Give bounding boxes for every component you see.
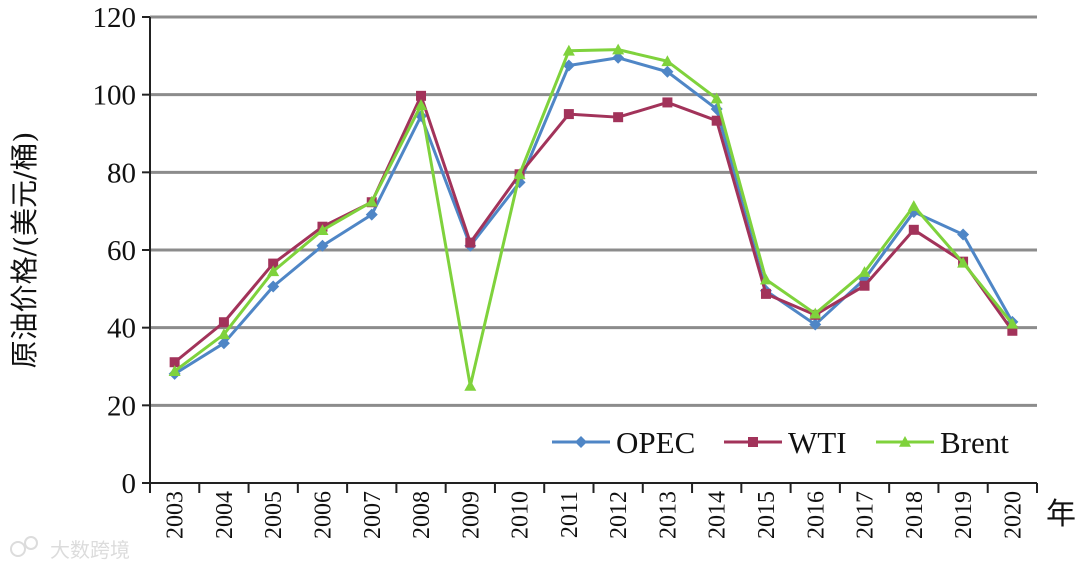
- data-point-brent: [661, 55, 674, 67]
- x-tick-label: 2015: [754, 491, 780, 539]
- data-point-brent: [858, 266, 871, 277]
- data-point-wti: [613, 112, 624, 123]
- legend-marker-wti: [748, 437, 758, 447]
- x-tick-label: 2011: [557, 491, 583, 538]
- legend-marker-brent: [899, 436, 911, 447]
- data-point-brent: [513, 168, 526, 180]
- data-point-wti: [416, 90, 427, 101]
- x-tick-label: 2013: [655, 491, 681, 539]
- y-tick-label: 100: [93, 80, 137, 112]
- data-point-brent: [365, 195, 378, 207]
- data-point-brent: [168, 365, 181, 376]
- data-point-wti: [908, 224, 919, 235]
- series-group: [168, 43, 1019, 391]
- data-point-wti: [169, 357, 180, 368]
- series-line-wti: [173, 94, 1014, 364]
- series-wti: [169, 90, 1018, 368]
- y-axis-label: 原油价格/(美元/桶): [8, 132, 41, 369]
- series-line-brent: [173, 48, 1014, 388]
- data-point-opec: [809, 318, 822, 331]
- data-point-wti: [760, 288, 771, 299]
- data-point-brent: [907, 200, 920, 211]
- data-point-wti: [711, 115, 722, 126]
- y-tick-label: 40: [107, 313, 136, 345]
- axes: [142, 16, 1038, 493]
- data-point-wti: [268, 258, 279, 269]
- data-point-opec: [267, 280, 280, 293]
- x-tick-label: 2018: [902, 491, 928, 539]
- data-point-brent: [710, 92, 723, 104]
- data-point-opec: [612, 51, 625, 64]
- x-tick-label: 2009: [458, 491, 484, 539]
- data-point-opec: [957, 228, 970, 241]
- y-tick-label: 60: [107, 235, 136, 267]
- x-tick-label: 2003: [163, 491, 189, 539]
- watermark-text: 大数跨境: [50, 538, 130, 562]
- x-tick-label: 2007: [360, 491, 386, 539]
- y-tick-label: 120: [93, 2, 137, 34]
- data-point-opec: [365, 208, 378, 221]
- data-point-brent: [759, 273, 772, 285]
- x-tick-label: 2008: [409, 491, 435, 539]
- data-point-opec: [316, 239, 329, 252]
- series-opec: [168, 51, 1019, 380]
- data-point-brent: [562, 44, 575, 56]
- data-point-brent: [957, 256, 970, 268]
- data-point-wti: [859, 280, 870, 291]
- grid-lines: [150, 15, 1037, 407]
- legend-label-brent: Brent: [940, 425, 1009, 460]
- data-point-brent: [464, 379, 477, 391]
- series-line-opec: [173, 56, 1014, 376]
- data-point-wti: [563, 109, 574, 120]
- x-tick-labels: 2003 2004 2005 2006 2007 2008 2009 2010 2011 2012…: [163, 491, 1027, 539]
- y-tick-labels: 0 20 40 60 80 100 120: [93, 2, 137, 500]
- x-tick-label: 2014: [705, 491, 731, 539]
- watermark: 大数跨境: [10, 536, 130, 562]
- x-tick-label: 2006: [310, 491, 336, 539]
- data-point-opec: [562, 59, 575, 72]
- watermark-logo-icon-b: [24, 536, 38, 550]
- series-brent: [168, 43, 1019, 391]
- x-tick-label: 2005: [261, 491, 287, 539]
- data-point-brent: [217, 328, 230, 340]
- legend-label-opec: OPEC: [616, 425, 695, 460]
- x-tick-label: 2016: [803, 491, 829, 539]
- data-point-wti: [662, 97, 673, 108]
- data-point-opec: [661, 65, 674, 78]
- x-tick-label: 2004: [212, 491, 238, 539]
- data-point-wti: [1007, 325, 1018, 336]
- y-tick-label: 0: [122, 468, 137, 500]
- x-axis-unit-label: 年: [1046, 497, 1076, 532]
- x-tick-label: 2017: [853, 491, 879, 539]
- data-point-brent: [267, 265, 280, 277]
- data-point-opec: [217, 337, 230, 350]
- y-tick-label: 20: [107, 390, 136, 422]
- data-point-wti: [465, 237, 476, 248]
- x-tick-label: 2012: [606, 491, 632, 539]
- data-point-brent: [612, 43, 625, 55]
- x-tick-label: 2019: [951, 491, 977, 539]
- x-tick-label: 2010: [508, 491, 534, 539]
- data-point-brent: [316, 224, 329, 235]
- watermark-logo-icon: [10, 541, 26, 557]
- legend-marker-opec: [575, 436, 587, 448]
- data-point-brent: [1006, 317, 1019, 329]
- y-tick-label: 80: [107, 157, 136, 189]
- legend: OPEC WTI Brent: [552, 425, 1009, 460]
- legend-label-wti: WTI: [788, 425, 847, 460]
- data-point-brent: [415, 99, 428, 110]
- data-point-brent: [809, 307, 822, 319]
- x-tick-label: 2020: [1000, 491, 1026, 539]
- data-point-wti: [218, 317, 229, 328]
